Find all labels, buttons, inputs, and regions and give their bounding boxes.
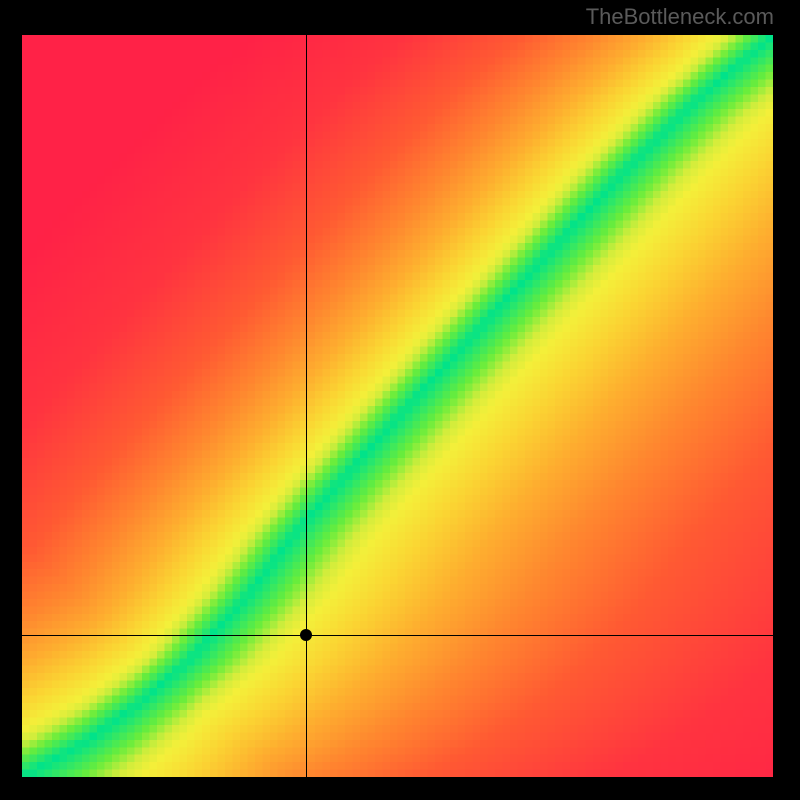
crosshair-horizontal [22, 635, 773, 636]
crosshair-vertical [306, 35, 307, 777]
marker-point [300, 629, 312, 641]
watermark-text: TheBottleneck.com [586, 4, 774, 30]
heatmap-plot [22, 35, 773, 777]
heatmap-canvas [22, 35, 773, 777]
